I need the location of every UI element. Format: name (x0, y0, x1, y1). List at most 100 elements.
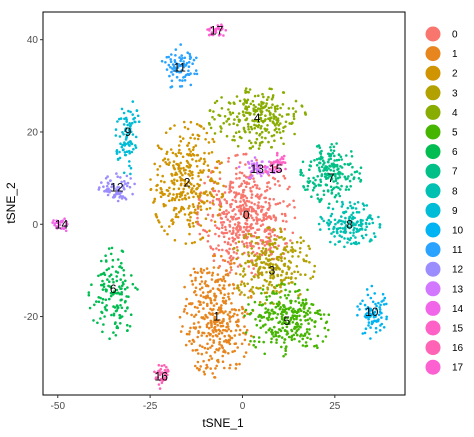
point (260, 292, 263, 295)
point (306, 336, 309, 340)
point (229, 215, 233, 219)
point (194, 276, 197, 280)
point (178, 85, 182, 88)
point (229, 259, 233, 262)
point (204, 190, 208, 193)
point (199, 238, 202, 241)
point (249, 234, 253, 237)
point (250, 127, 254, 131)
point (240, 171, 244, 175)
point (177, 167, 180, 170)
point (122, 282, 125, 286)
point (239, 200, 242, 203)
point (265, 217, 268, 221)
point (250, 193, 254, 196)
point (337, 167, 340, 171)
point (205, 334, 209, 338)
point (303, 307, 306, 310)
point (248, 113, 252, 116)
legend-item-13: 13 (425, 281, 464, 297)
point (257, 315, 260, 319)
point (251, 226, 255, 230)
point (127, 109, 130, 113)
point (238, 135, 242, 139)
legend-item-7: 7 (425, 163, 458, 179)
point (285, 312, 288, 315)
point (110, 292, 114, 295)
point (221, 192, 224, 196)
point (239, 273, 242, 276)
point (281, 219, 285, 223)
point (283, 177, 287, 180)
point (297, 294, 300, 297)
point (247, 254, 251, 258)
point (318, 161, 321, 164)
point (217, 197, 221, 201)
point (241, 307, 245, 311)
point (198, 344, 202, 347)
point (283, 294, 287, 297)
point (239, 196, 243, 200)
point (205, 284, 209, 287)
point (357, 177, 361, 180)
point (211, 313, 214, 317)
x-tick-label: -25 (143, 401, 158, 412)
cluster-14-points (51, 217, 69, 233)
point (115, 326, 119, 330)
point (98, 186, 101, 189)
point (366, 306, 370, 309)
point (253, 183, 257, 187)
point (199, 169, 202, 172)
point (242, 199, 246, 203)
point (278, 236, 281, 239)
point (203, 151, 206, 155)
point (322, 219, 326, 223)
point (110, 246, 114, 250)
point (242, 242, 246, 246)
legend-swatch (425, 261, 441, 277)
point (309, 337, 312, 341)
point (239, 184, 243, 187)
point (231, 181, 235, 184)
point (339, 188, 342, 191)
point (334, 179, 338, 182)
point (288, 185, 291, 189)
point (207, 326, 211, 330)
point (266, 240, 270, 243)
point (357, 241, 361, 245)
point (167, 55, 170, 59)
point (273, 325, 276, 329)
cluster-label-8: 8 (346, 217, 353, 231)
point (136, 114, 140, 118)
point (212, 259, 216, 263)
point (257, 107, 260, 110)
y-tick-label: 0 (32, 220, 38, 231)
point (181, 63, 185, 67)
point (253, 119, 256, 123)
point (355, 227, 359, 231)
point (101, 330, 104, 334)
point (231, 239, 235, 242)
point (125, 295, 128, 298)
point (315, 344, 318, 347)
point (202, 295, 205, 299)
point (201, 236, 204, 240)
point (134, 144, 137, 147)
point (228, 366, 231, 370)
cluster-label-1: 1 (213, 310, 220, 324)
point (207, 121, 211, 125)
point (373, 235, 377, 238)
point (254, 212, 258, 215)
point (133, 182, 136, 186)
point (189, 136, 192, 140)
point (268, 226, 271, 230)
point (206, 240, 210, 243)
point (106, 175, 109, 178)
point (320, 165, 324, 169)
point (115, 275, 118, 278)
point (305, 301, 308, 305)
point (229, 315, 233, 319)
point (214, 280, 217, 284)
point (125, 135, 128, 138)
point (246, 312, 249, 316)
